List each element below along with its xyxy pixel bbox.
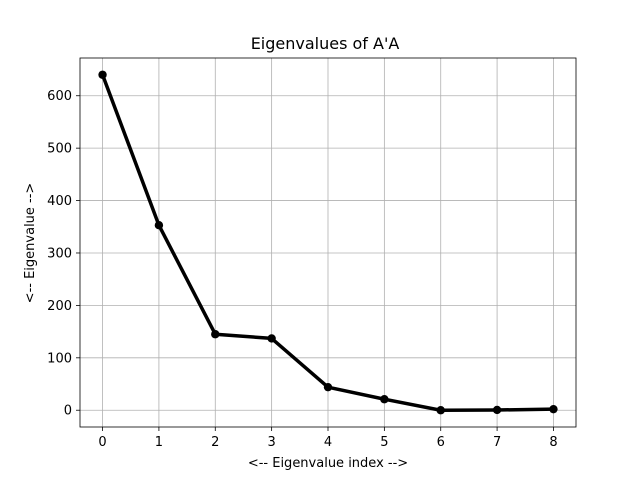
grid xyxy=(80,58,576,427)
plot-area-frame xyxy=(79,57,577,428)
y-tick-label: 0 xyxy=(64,404,72,419)
x-axis-label: <-- Eigenvalue index --> xyxy=(248,456,408,471)
x-tick-label: 1 xyxy=(155,435,163,450)
y-tick-label: 100 xyxy=(47,351,72,366)
y-tick-label: 200 xyxy=(47,299,72,314)
eigenvalue-point xyxy=(380,395,389,404)
y-tick-label: 400 xyxy=(47,194,72,209)
eigenvalue-point xyxy=(492,405,502,415)
ticks: 0 1 2 3 4 5 6 7 8 0 100 200 300 400 500 600 xyxy=(47,89,557,450)
y-axis-label: <-- Eigenvalue --> xyxy=(23,183,38,304)
x-tick-label: 3 xyxy=(267,435,275,450)
x-tick-label: 2 xyxy=(211,435,219,450)
eigenvalue-point xyxy=(154,221,164,230)
eigenvalue-point xyxy=(267,334,276,343)
x-tick-label: 4 xyxy=(324,435,332,450)
x-tick-label: 7 xyxy=(493,435,501,450)
eigenvalue-point xyxy=(436,406,445,415)
y-tick-label: 500 xyxy=(47,142,72,157)
y-tick-label: 600 xyxy=(47,89,72,104)
x-tick-label: 8 xyxy=(549,435,557,450)
x-tick-label: 5 xyxy=(380,435,388,450)
series xyxy=(98,70,558,415)
chart-title: Eigenvalues of A'A xyxy=(251,34,400,53)
y-tick-label: 300 xyxy=(47,246,72,261)
x-tick-label: 0 xyxy=(98,435,106,450)
eigenvalue-point xyxy=(211,330,220,339)
eigenvalue-point xyxy=(549,404,558,414)
x-tick-label: 6 xyxy=(437,435,445,450)
eigenvalue-point xyxy=(323,382,333,392)
eigenvalue-point xyxy=(98,70,107,79)
